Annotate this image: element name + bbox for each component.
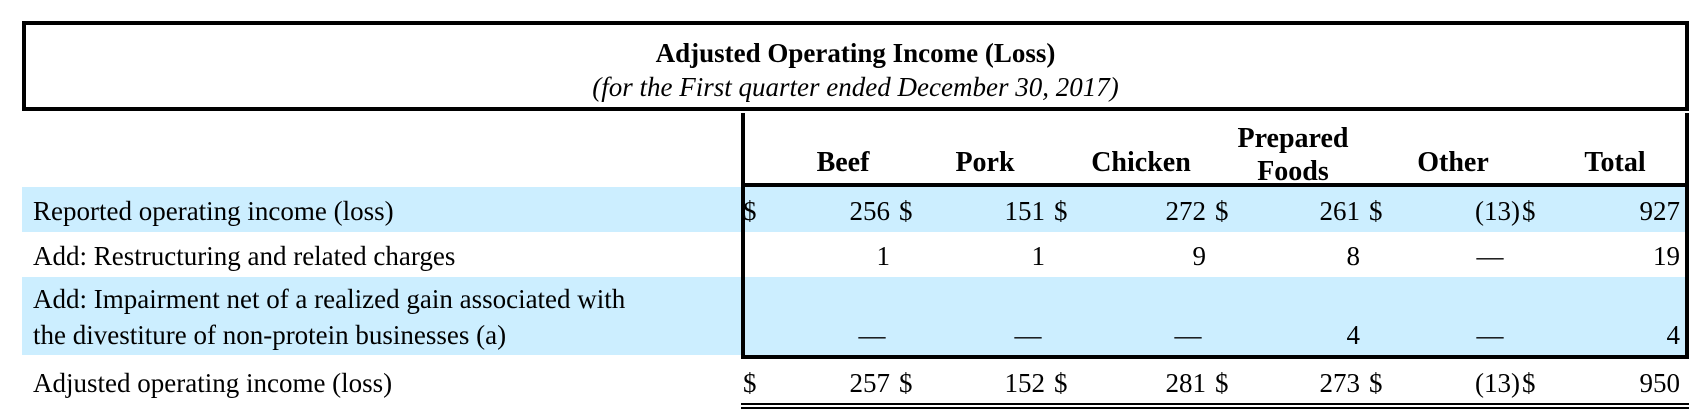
cell-reported-total: 927 bbox=[1639, 196, 1681, 226]
cell-reported-chicken: 272 bbox=[1165, 196, 1207, 226]
currency-symbol: $ bbox=[1369, 196, 1383, 226]
row-label-restructuring: Add: Restructuring and related charges bbox=[33, 241, 456, 271]
currency-symbol: $ bbox=[1369, 368, 1383, 398]
cell-adjusted-pork: 152 bbox=[1004, 368, 1046, 398]
cell-impairment-other: — bbox=[1476, 320, 1504, 350]
cell-restructuring-prepared-foods: 8 bbox=[1346, 241, 1361, 271]
currency-symbol: $ bbox=[1522, 196, 1536, 226]
cell-reported-pork: 151 bbox=[1004, 196, 1046, 226]
currency-symbol: $ bbox=[899, 368, 913, 398]
cell-adjusted-prepared-foods: 273 bbox=[1319, 368, 1361, 398]
currency-symbol: $ bbox=[1522, 368, 1536, 398]
currency-symbol: $ bbox=[1054, 368, 1068, 398]
cell-impairment-pork: — bbox=[1014, 320, 1042, 350]
currency-symbol: $ bbox=[743, 368, 757, 398]
double-underline bbox=[741, 407, 1689, 409]
col-header-pork: Pork bbox=[955, 147, 1015, 178]
row-label-adjusted: Adjusted operating income (loss) bbox=[33, 368, 393, 398]
table-title-box: Adjusted Operating Income (Loss) (for th… bbox=[22, 21, 1689, 111]
cell-adjusted-other: (13) bbox=[1475, 368, 1520, 398]
row-highlight bbox=[22, 277, 1689, 355]
cell-restructuring-other: — bbox=[1476, 241, 1504, 271]
cell-restructuring-total: 19 bbox=[1653, 241, 1680, 271]
col-header-chicken: Chicken bbox=[1091, 147, 1191, 178]
currency-symbol: $ bbox=[899, 196, 913, 226]
header-rule bbox=[741, 183, 1689, 187]
currency-symbol: $ bbox=[1215, 196, 1229, 226]
double-underline bbox=[741, 403, 1689, 405]
cell-adjusted-total: 950 bbox=[1639, 368, 1681, 398]
cell-restructuring-chicken: 9 bbox=[1192, 241, 1207, 271]
row-label-impairment-line1: Add: Impairment net of a realized gain a… bbox=[33, 284, 626, 314]
cell-restructuring-pork: 1 bbox=[1031, 241, 1046, 271]
row-highlight bbox=[22, 187, 1689, 232]
cell-impairment-chicken: — bbox=[1174, 320, 1202, 350]
col-header-beef: Beef bbox=[816, 147, 870, 178]
table-subtitle: (for the First quarter ended December 30… bbox=[592, 72, 1119, 102]
col-header-prepared-foods: Prepared Foods bbox=[1237, 123, 1349, 187]
cell-adjusted-beef: 257 bbox=[849, 368, 891, 398]
cell-impairment-beef: — bbox=[858, 320, 886, 350]
col-header-other: Other bbox=[1417, 147, 1489, 178]
col-header-total: Total bbox=[1584, 147, 1646, 178]
cell-impairment-prepared-foods: 4 bbox=[1346, 320, 1361, 350]
currency-symbol: $ bbox=[1054, 196, 1068, 226]
row-label-impairment-line2: the divestiture of non-protein businesse… bbox=[33, 320, 507, 350]
table-title: Adjusted Operating Income (Loss) bbox=[655, 38, 1056, 68]
cell-impairment-total: 4 bbox=[1666, 320, 1681, 350]
row-label-reported: Reported operating income (loss) bbox=[33, 196, 394, 226]
cell-reported-prepared-foods: 261 bbox=[1319, 196, 1361, 226]
cell-reported-other: (13) bbox=[1475, 196, 1520, 226]
currency-symbol: $ bbox=[743, 196, 757, 226]
cell-restructuring-beef: 1 bbox=[876, 241, 891, 271]
total-rule bbox=[741, 355, 1689, 359]
cell-reported-beef: 256 bbox=[849, 196, 891, 226]
cell-adjusted-chicken: 281 bbox=[1165, 368, 1207, 398]
currency-symbol: $ bbox=[1215, 368, 1229, 398]
